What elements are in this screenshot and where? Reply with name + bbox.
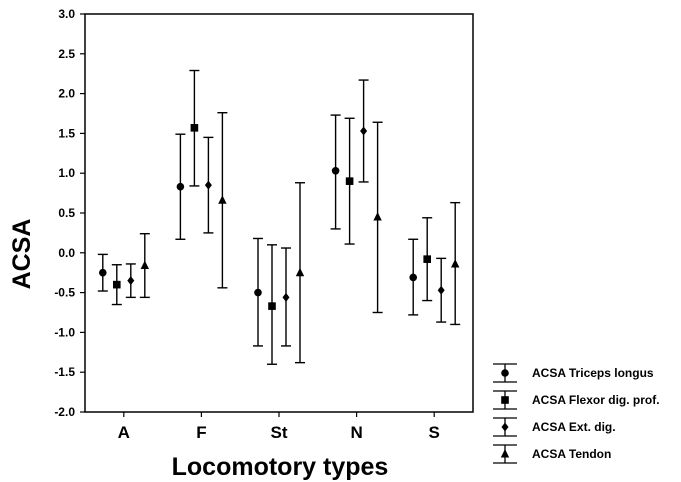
legend-item: ACSA Flexor dig. prof. xyxy=(493,390,660,410)
y-tick-label: 1.0 xyxy=(58,166,75,180)
mean-point xyxy=(345,177,354,185)
mean-point xyxy=(127,276,135,286)
x-axis-title: Locomotory types xyxy=(172,453,389,481)
legend-label: ACSA Triceps longus xyxy=(532,366,654,380)
mean-point xyxy=(331,167,340,175)
series-group xyxy=(139,112,461,364)
y-tick-label: -0.5 xyxy=(54,286,75,300)
mean-point xyxy=(268,302,276,310)
y-tick-label: -2.0 xyxy=(54,405,75,419)
x-category-label: S xyxy=(429,423,440,442)
y-tick-label: -1.5 xyxy=(54,365,75,379)
legend-marker xyxy=(500,449,510,458)
series-group xyxy=(125,79,447,347)
x-category-label: A xyxy=(118,423,130,442)
y-tick-label: 0.5 xyxy=(58,206,75,220)
legend-item: ACSA Ext. dig. xyxy=(493,417,616,437)
mean-point xyxy=(140,260,149,270)
legend-item: ACSA Triceps longus xyxy=(493,363,654,383)
mean-point xyxy=(254,288,262,297)
mean-point xyxy=(295,267,305,277)
legend-marker xyxy=(501,369,509,377)
legend-label: ACSA Tendon xyxy=(532,447,611,461)
mean-point xyxy=(282,292,290,302)
legend-label: ACSA Ext. dig. xyxy=(532,420,616,434)
x-category-label: N xyxy=(350,423,362,442)
x-category-label: St xyxy=(271,423,288,442)
series-group xyxy=(111,69,433,365)
series-group xyxy=(97,114,419,347)
mean-point xyxy=(409,273,418,282)
plot-area-frame xyxy=(84,13,474,413)
y-tick-label: 0.0 xyxy=(58,246,75,260)
mean-point xyxy=(99,268,107,277)
y-axis: 3.0 2.5 2.0 1.5 1.0 0.5 0.0 -0.5 -1.0 -1.5 -2.0 xyxy=(54,7,85,419)
mean-point xyxy=(113,280,121,289)
mean-point xyxy=(373,211,382,221)
mean-point xyxy=(437,285,445,295)
legend: ACSA Triceps longus ACSA Flexor dig. prof… xyxy=(493,363,660,464)
mean-point xyxy=(451,258,460,268)
legend-label: ACSA Flexor dig. prof. xyxy=(532,393,660,407)
x-axis: A F St N S xyxy=(118,412,440,442)
y-tick-label: 1.5 xyxy=(58,126,75,140)
legend-item: ACSA Tendon xyxy=(493,444,611,464)
mean-point xyxy=(218,195,227,204)
y-tick-label: 2.5 xyxy=(58,47,75,61)
mean-point xyxy=(176,182,185,191)
legend-marker xyxy=(501,396,509,404)
mean-point xyxy=(204,180,212,190)
y-axis-title: ACSA xyxy=(8,219,36,290)
mean-point xyxy=(360,126,368,136)
mean-point xyxy=(190,124,199,132)
y-tick-label: -1.0 xyxy=(54,325,75,339)
data-marks xyxy=(97,69,461,365)
y-tick-label: 3.0 xyxy=(58,7,75,21)
y-tick-label: 2.0 xyxy=(58,87,75,101)
x-category-label: F xyxy=(196,423,206,442)
mean-point xyxy=(423,255,431,263)
legend-marker xyxy=(501,422,509,432)
